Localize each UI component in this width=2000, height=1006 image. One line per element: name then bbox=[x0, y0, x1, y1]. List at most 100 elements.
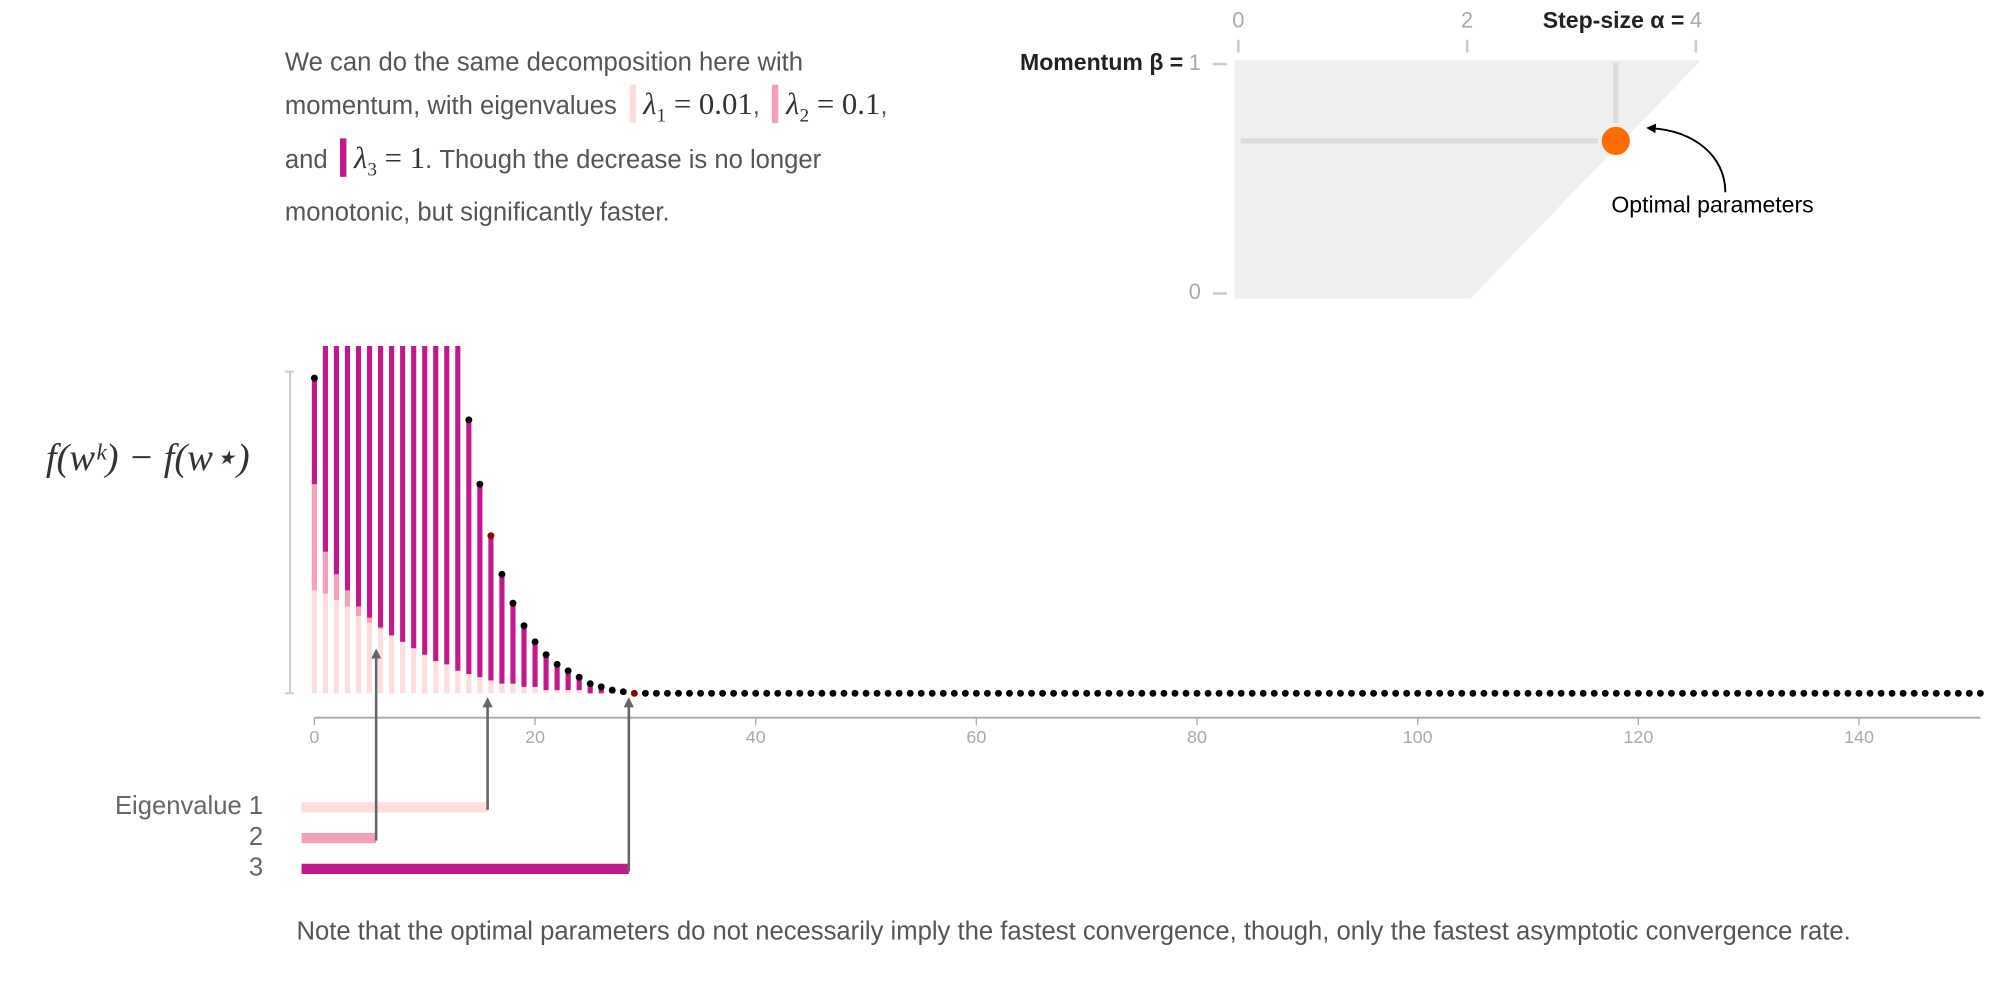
bar-segment bbox=[366, 622, 373, 694]
total-dot bbox=[1932, 689, 1940, 697]
total-dot bbox=[1072, 689, 1080, 697]
total-dot bbox=[1138, 689, 1146, 697]
bar-segment bbox=[333, 346, 340, 575]
total-dot bbox=[774, 689, 782, 697]
total-dot bbox=[1712, 689, 1720, 697]
total-dot bbox=[1392, 689, 1400, 697]
x-tick-label: 40 bbox=[746, 727, 766, 747]
total-dot bbox=[531, 638, 539, 646]
math-symbol: λ bbox=[354, 141, 368, 176]
series-label: 2 bbox=[249, 823, 263, 851]
total-dot bbox=[1006, 689, 1013, 697]
bar-segment bbox=[344, 590, 351, 607]
total-dot bbox=[1833, 689, 1841, 697]
bar-segment bbox=[576, 677, 582, 691]
total-dot bbox=[509, 599, 517, 607]
bar-segment bbox=[587, 683, 593, 694]
total-dot bbox=[1314, 689, 1322, 697]
bar-segment bbox=[455, 346, 461, 671]
total-dot bbox=[1094, 689, 1102, 697]
total-dot bbox=[1359, 689, 1366, 697]
total-dot bbox=[983, 689, 991, 697]
text: We can do the same decomposition here wi… bbox=[284, 48, 804, 121]
series-label: 3 bbox=[249, 854, 263, 882]
x-tick-label: 20 bbox=[525, 727, 545, 747]
total-dot bbox=[1723, 689, 1731, 697]
intro-paragraph: We can do the same decomposition here wi… bbox=[285, 42, 926, 234]
total-dot bbox=[1888, 689, 1896, 697]
bar-segment bbox=[554, 690, 560, 694]
bar-segment bbox=[532, 686, 538, 694]
total-dot bbox=[1281, 689, 1289, 697]
total-dot bbox=[1778, 689, 1786, 697]
total-dot bbox=[1679, 689, 1686, 697]
bar-segment bbox=[444, 664, 450, 694]
text: , and bbox=[284, 92, 888, 175]
bar-segment bbox=[444, 346, 450, 665]
total-dot bbox=[972, 689, 980, 697]
bar-segment bbox=[378, 346, 384, 628]
total-dot bbox=[1535, 689, 1543, 697]
total-dot bbox=[1171, 689, 1179, 697]
total-dot bbox=[1601, 689, 1609, 697]
total-dot bbox=[1017, 689, 1024, 697]
total-dot bbox=[1458, 689, 1466, 697]
total-dot bbox=[1579, 689, 1587, 697]
total-dot bbox=[487, 532, 495, 540]
total-dot bbox=[807, 689, 815, 697]
total-dot bbox=[741, 689, 749, 697]
bar-segment bbox=[389, 346, 395, 636]
total-dot bbox=[1877, 689, 1885, 697]
total-dot bbox=[564, 667, 572, 675]
total-dot bbox=[675, 689, 682, 697]
total-dot bbox=[1226, 689, 1234, 697]
math-subscript: 1 bbox=[656, 106, 667, 127]
total-dot bbox=[1270, 689, 1278, 697]
bar-segment bbox=[499, 574, 505, 684]
total-dot bbox=[619, 688, 627, 696]
bar-segment bbox=[422, 346, 428, 655]
total-dot bbox=[1039, 689, 1047, 697]
x-tick-label: 4 bbox=[1690, 8, 1702, 33]
bar-segment bbox=[400, 641, 406, 694]
math-subscript: 2 bbox=[799, 106, 810, 127]
bar-segment bbox=[355, 606, 362, 617]
total-dot bbox=[1292, 689, 1300, 697]
total-dot bbox=[961, 689, 969, 697]
total-dot bbox=[1822, 689, 1830, 697]
total-dot bbox=[1061, 689, 1069, 697]
total-dot bbox=[597, 683, 605, 691]
bar-segment bbox=[466, 674, 472, 694]
total-dot bbox=[1767, 689, 1775, 697]
x-tick-label: 0 bbox=[1232, 8, 1244, 33]
math: λ3 = 1 bbox=[354, 141, 425, 180]
total-dot bbox=[1160, 689, 1168, 697]
bar-segment bbox=[411, 648, 417, 694]
bar-segment bbox=[378, 628, 384, 694]
annotation-arrow bbox=[1646, 123, 1727, 193]
bar-segment bbox=[333, 600, 340, 694]
bar-segment bbox=[311, 484, 317, 591]
bar-segment bbox=[322, 346, 328, 552]
total-dot bbox=[1182, 689, 1190, 697]
bar-segment bbox=[532, 641, 538, 687]
total-dot bbox=[1965, 689, 1973, 697]
total-dot bbox=[1149, 689, 1157, 697]
total-dot bbox=[1976, 689, 1984, 697]
total-dot bbox=[1921, 689, 1929, 697]
total-dot bbox=[641, 689, 649, 697]
x-tick-label: 0 bbox=[309, 727, 319, 747]
total-dot bbox=[663, 689, 671, 697]
bar-segment bbox=[499, 683, 505, 694]
total-dot bbox=[1336, 689, 1344, 697]
total-dot bbox=[1325, 689, 1333, 697]
total-dot bbox=[1557, 689, 1565, 697]
bar-segment bbox=[488, 535, 494, 681]
total-dot bbox=[542, 651, 550, 659]
bar-segment bbox=[565, 690, 571, 694]
total-dot bbox=[1403, 689, 1411, 697]
optimal-point[interactable] bbox=[1601, 126, 1630, 156]
total-dot bbox=[608, 686, 616, 694]
total-dot bbox=[1237, 689, 1245, 697]
total-dot bbox=[1701, 689, 1709, 697]
